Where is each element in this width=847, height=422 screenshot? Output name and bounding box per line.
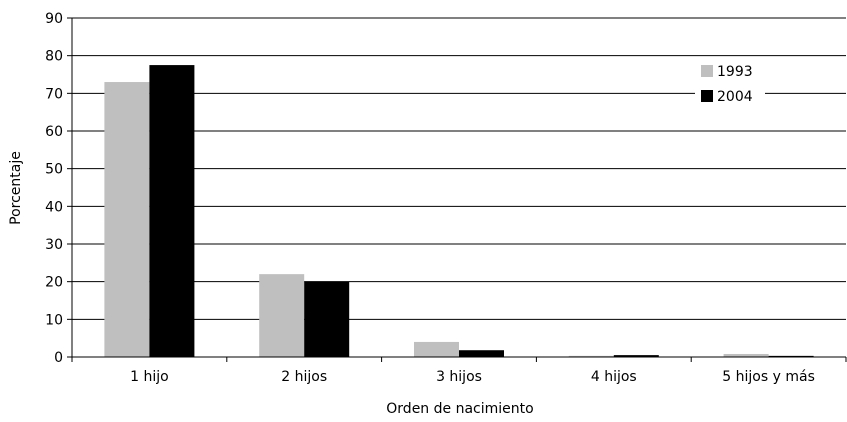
y-tick-label: 70 xyxy=(45,86,63,102)
gridlines xyxy=(72,17,846,320)
y-tick-label: 30 xyxy=(45,237,63,253)
y-tick-label: 90 xyxy=(45,11,63,27)
bar-2004-1 xyxy=(304,281,350,357)
legend-swatch-1993 xyxy=(701,65,713,77)
bar-1993-0 xyxy=(104,82,150,358)
axes xyxy=(67,17,847,362)
y-tick-label: 50 xyxy=(45,162,63,178)
y-axis-title: Porcentaje xyxy=(8,151,24,225)
bar-2004-3 xyxy=(613,355,659,357)
y-tick-label: 10 xyxy=(45,312,63,328)
legend-label-2004: 2004 xyxy=(717,89,753,105)
bars xyxy=(104,65,814,358)
y-tick-label: 0 xyxy=(54,350,63,366)
legend: 1993 2004 xyxy=(695,60,765,110)
y-tick-label: 20 xyxy=(45,275,63,291)
x-tick-label: 5 hijos y más xyxy=(722,369,815,385)
bar-2004-0 xyxy=(149,65,195,357)
bar-2004-4 xyxy=(768,355,814,357)
y-tick-label: 80 xyxy=(45,49,63,65)
y-tick-label: 60 xyxy=(45,124,63,140)
bar-2004-2 xyxy=(459,350,504,357)
bar-1993-3 xyxy=(568,355,614,357)
x-tick-label: 2 hijos xyxy=(281,369,327,385)
y-tick-labels: 0 10 20 30 40 50 60 70 80 90 xyxy=(45,11,63,366)
x-tick-labels: 1 hijo 2 hijos 3 hijos 4 hijos 5 hijos y más xyxy=(130,369,815,385)
legend-label-1993: 1993 xyxy=(717,64,753,80)
legend-swatch-2004 xyxy=(701,90,713,102)
bar-1993-4 xyxy=(723,353,769,357)
x-tick-label: 1 hijo xyxy=(130,369,169,385)
bar-1993-1 xyxy=(259,274,305,357)
x-tick-label: 4 hijos xyxy=(591,369,637,385)
x-axis-title: Orden de nacimiento xyxy=(386,401,533,417)
x-tick-label: 3 hijos xyxy=(436,369,482,385)
bar-1993-2 xyxy=(414,341,459,357)
y-tick-label: 40 xyxy=(45,199,63,215)
